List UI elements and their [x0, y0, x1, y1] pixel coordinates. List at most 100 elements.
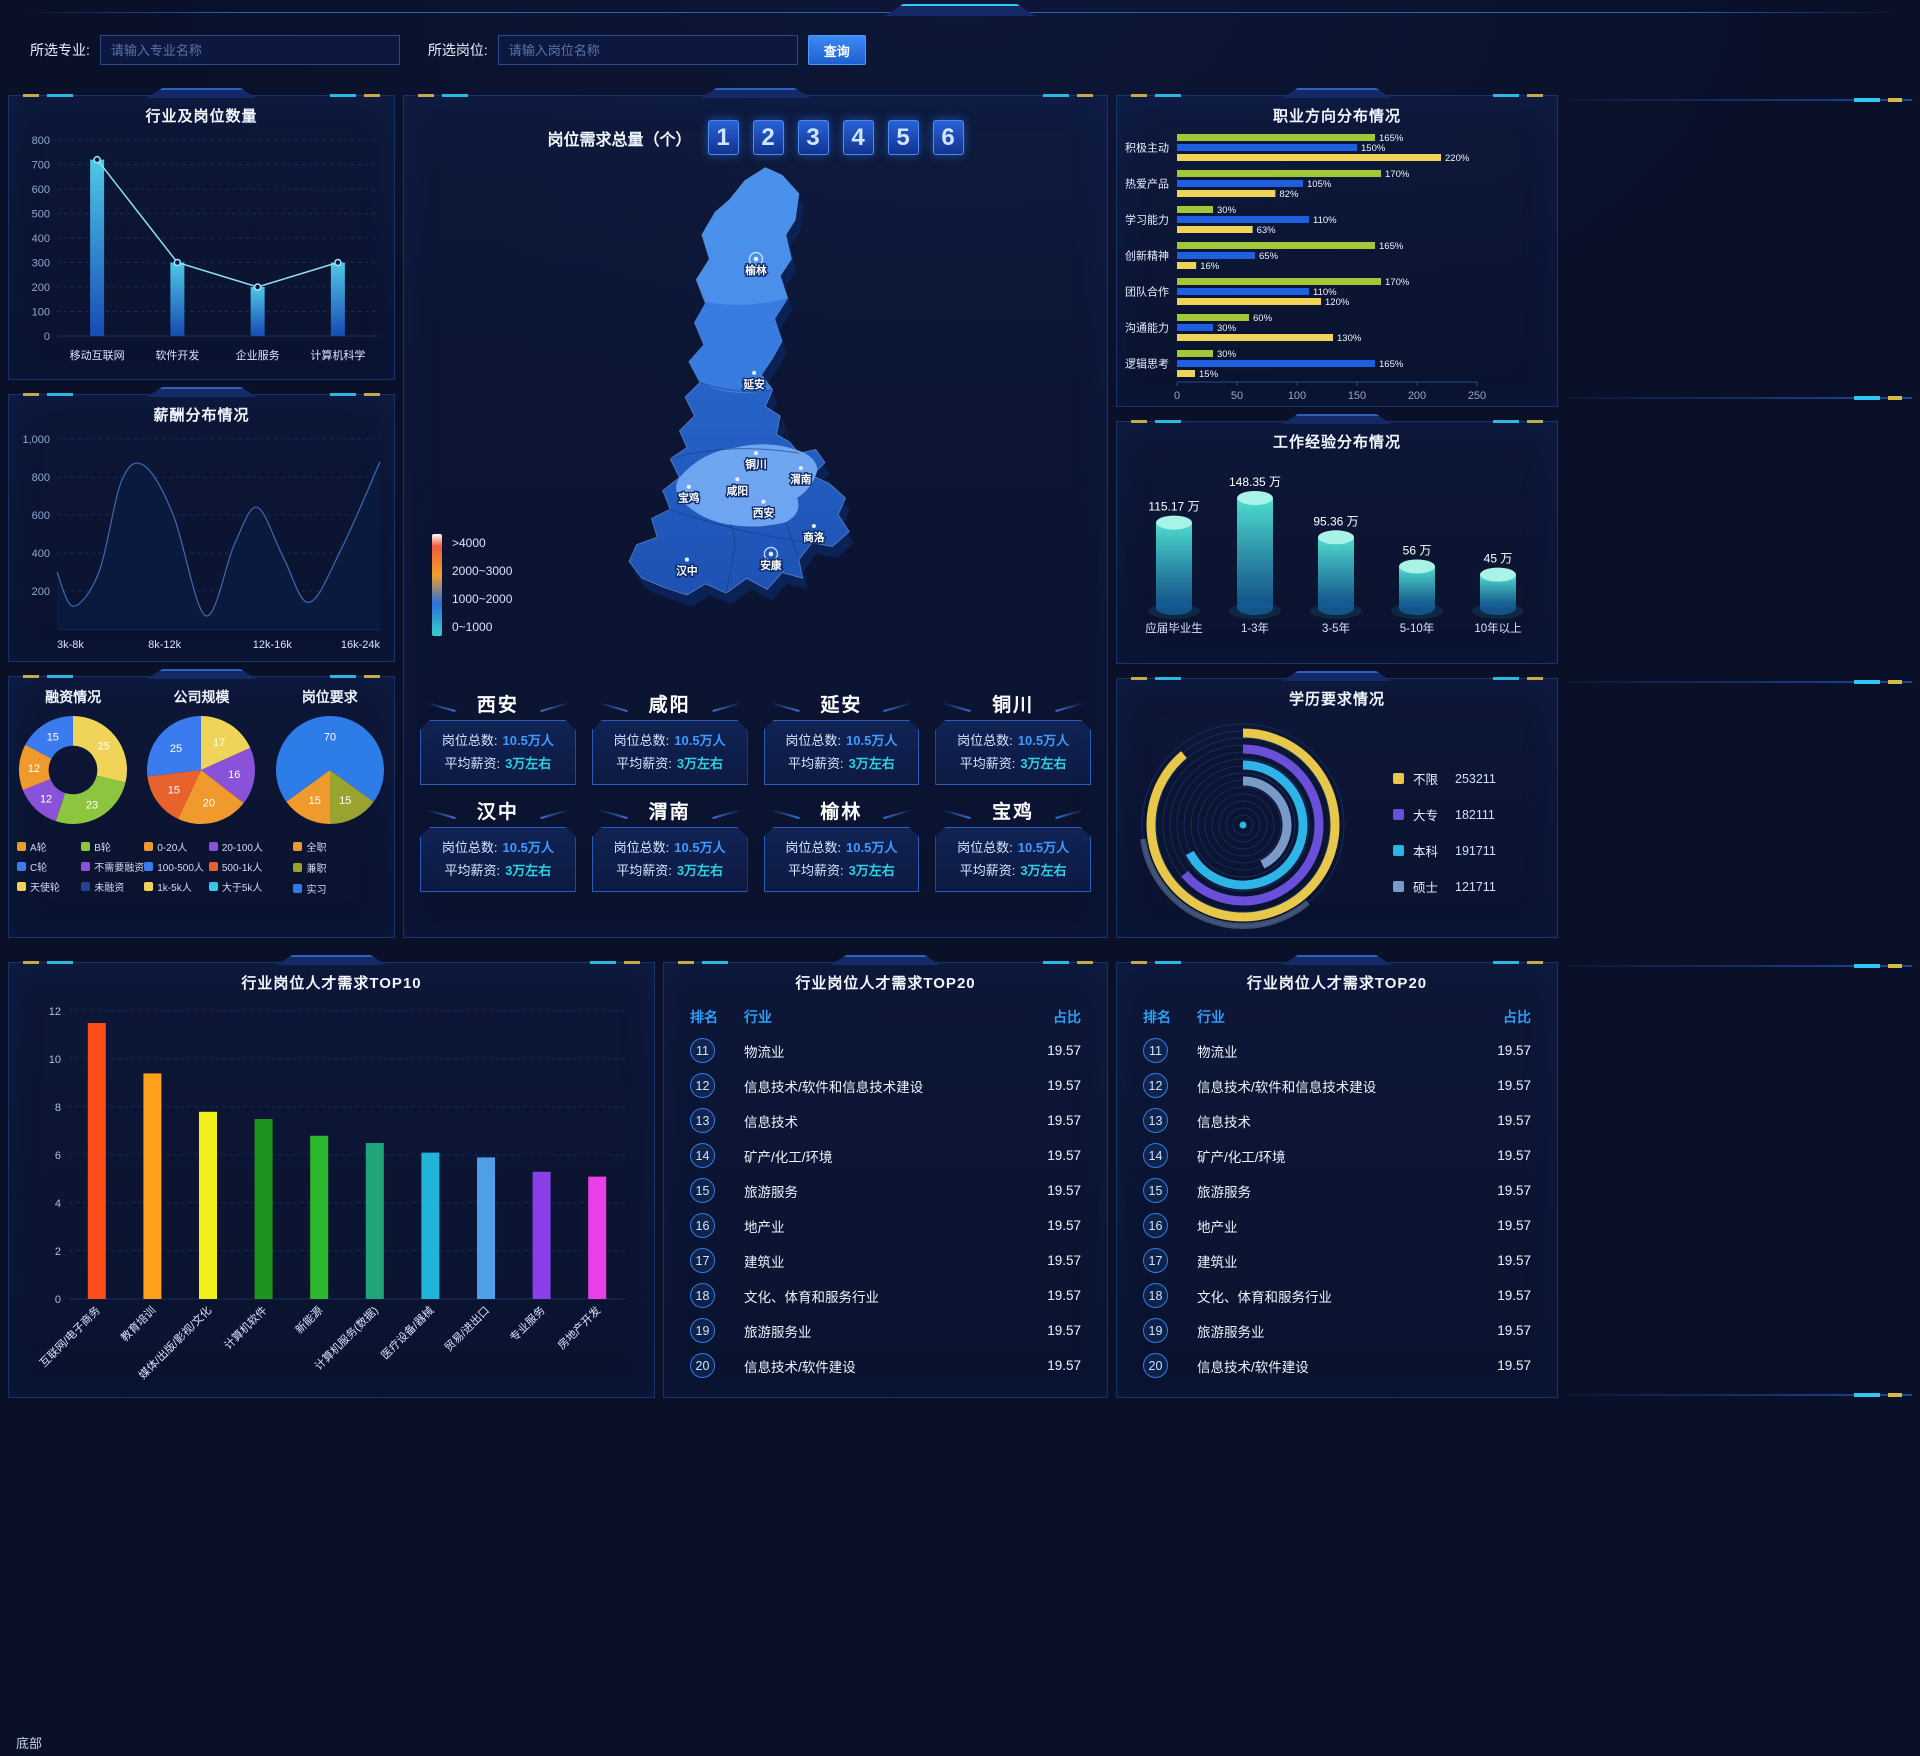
- industry-cell: 文化、体育和服务行业: [1197, 1289, 1332, 1305]
- top20-table-a: 排名 行业 占比 11 物流业 19.57 12 信息技术/软件和信息技术建设 19.57 13 信…: [664, 993, 1107, 1383]
- svg-text:15: 15: [47, 731, 59, 743]
- legend-item: 未融资: [81, 879, 144, 894]
- rank-badge: 17: [690, 1248, 715, 1273]
- svg-text:100: 100: [32, 307, 50, 319]
- salary-value: 3万左右: [848, 756, 895, 771]
- career-direction-bar-chart: 积极主动 165% 150% 220% 热爱产品 170% 105% 82% 学习能力 30% 11…: [1117, 126, 1557, 404]
- svg-text:3k-8k: 3k-8k: [57, 639, 84, 651]
- legend-color-chip: [1393, 773, 1404, 784]
- rank-badge: 19: [690, 1318, 715, 1343]
- ratio-cell: 19.57: [1497, 1323, 1531, 1338]
- panel-title-top10: 行业岗位人才需求TOP10: [241, 975, 422, 992]
- map-city-marker: [751, 370, 756, 375]
- jobs-value: 10.5万人: [846, 733, 898, 748]
- financing-donut-chart: 25 23 12 12 15: [9, 711, 137, 829]
- svg-text:12: 12: [28, 763, 40, 775]
- svg-text:200: 200: [1408, 390, 1426, 402]
- major-input[interactable]: [99, 35, 400, 65]
- ratio-cell: 19.57: [1047, 1253, 1081, 1268]
- svg-text:15: 15: [339, 795, 351, 807]
- panel-title-company-size: 公司规模: [173, 689, 230, 705]
- table-header-row: 排名 行业 占比: [1143, 1001, 1531, 1033]
- counter-digit: 2: [752, 120, 784, 155]
- top10-bar-chart: 0 2 4 6 8 10 12 互联网/电子商务 教育培训 媒体/出版/影视/文化 计算机软件 新能源…: [9, 993, 654, 1391]
- legend-item: C轮: [17, 859, 79, 874]
- education-legend-value: 253211: [1455, 771, 1496, 786]
- ratio-cell: 19.57: [1497, 1288, 1531, 1303]
- map-city-marker: [760, 499, 766, 504]
- rank-badge: 14: [690, 1143, 715, 1168]
- search-button[interactable]: 查询: [807, 35, 866, 65]
- city-card: 咸阳 岗位总数: 10.5万人 平均薪资: 3万左右: [592, 692, 748, 785]
- legend-label: 大于5k人: [221, 883, 263, 894]
- city-card-name: 榆林: [764, 799, 920, 827]
- svg-text:250: 250: [1468, 390, 1486, 402]
- city-card-salary-row: 平均薪资: 3万左右: [427, 752, 569, 775]
- table-row: 20 信息技术/软件建设 19.57: [1143, 1348, 1531, 1383]
- education-legend-value: 182111: [1455, 807, 1495, 822]
- ratio-cell: 19.57: [1047, 1288, 1081, 1303]
- ratio-cell: 19.57: [1047, 1078, 1081, 1093]
- legend-color-chip: [144, 882, 154, 891]
- salary-value: 3万左右: [505, 756, 552, 771]
- company-size-pie-chart: 17 16 20 15 25: [137, 711, 265, 829]
- svg-text:1,000: 1,000: [22, 434, 50, 446]
- table-header-industry: 行业: [744, 1009, 772, 1025]
- legend-color-chip: [81, 882, 91, 891]
- industry-cell: 旅游服务业: [744, 1324, 812, 1340]
- ratio-cell: 19.57: [1047, 1218, 1081, 1233]
- jobs-value: 10.5万人: [674, 840, 726, 855]
- legend-label: 1k-5k人: [157, 883, 192, 894]
- city-card: 汉中 岗位总数: 10.5万人 平均薪资: 3万左右: [420, 799, 576, 892]
- svg-text:82%: 82%: [1279, 189, 1299, 200]
- svg-text:12: 12: [40, 793, 52, 805]
- legend-label: 不需要融资: [94, 863, 145, 874]
- svg-text:16%: 16%: [1200, 261, 1220, 272]
- salary-label: 平均薪资:: [444, 756, 501, 771]
- experience-cylinder-chart: 115.17 万应届毕业生 148.35 万 1-3年 95.36 万 3-5年 56 万…: [1117, 452, 1557, 655]
- svg-text:软件开发: 软件开发: [155, 348, 199, 362]
- ratio-cell: 19.57: [1497, 1148, 1531, 1163]
- counter-digit: 3: [797, 120, 829, 155]
- job-requirement-legend: 全职 兼职 实习: [271, 839, 386, 896]
- ratio-cell: 19.57: [1497, 1183, 1531, 1198]
- map-legend-label: 0~1000: [452, 620, 493, 634]
- panel-title-career: 职业方向分布情况: [1272, 108, 1401, 125]
- legend-item: 1k-5k人: [144, 879, 207, 894]
- education-legend-label: 本科: [1413, 845, 1439, 859]
- legend-color-chip: [17, 882, 26, 891]
- legend-color-chip: [144, 842, 154, 851]
- top20-table-b: 排名 行业 占比 11 物流业 19.57 12 信息技术/软件和信息技术建设 19.57 13 信…: [1117, 993, 1557, 1383]
- salary-value: 3万左右: [505, 863, 552, 878]
- map-city-label: 咸阳: [726, 484, 747, 497]
- ratio-cell: 19.57: [1497, 1113, 1531, 1128]
- education-legend-label: 大专: [1413, 809, 1439, 823]
- svg-text:医疗设备/器械: 医疗设备/器械: [377, 1303, 436, 1362]
- legend-color-chip: [208, 842, 218, 851]
- table-header-rank: 排名: [690, 1009, 718, 1025]
- svg-text:110%: 110%: [1313, 215, 1337, 226]
- svg-text:170%: 170%: [1385, 277, 1410, 288]
- salary-value: 3万左右: [848, 863, 895, 878]
- svg-text:130%: 130%: [1337, 333, 1362, 344]
- svg-text:企业服务: 企业服务: [236, 348, 280, 362]
- city-card-body: 岗位总数: 10.5万人 平均薪资: 3万左右: [935, 720, 1091, 785]
- city-cards-grid: 西安 岗位总数: 10.5万人 平均薪资: 3万左右 咸阳 岗位总数: 10.5万人 平均薪资:…: [420, 692, 1091, 892]
- job-input[interactable]: [497, 35, 798, 65]
- svg-text:30%: 30%: [1217, 323, 1237, 334]
- svg-text:12: 12: [48, 1006, 60, 1018]
- map-city-label: 宝鸡: [678, 492, 700, 505]
- rank-badge: 12: [690, 1073, 715, 1098]
- rank-badge: 11: [690, 1038, 715, 1063]
- svg-text:房地产开发: 房地产开发: [554, 1303, 603, 1352]
- city-card-jobs-row: 岗位总数: 10.5万人: [599, 729, 741, 752]
- svg-text:100: 100: [1288, 390, 1306, 402]
- city-card-jobs-row: 岗位总数: 10.5万人: [942, 729, 1084, 752]
- education-legend-item: 大专 182111: [1393, 805, 1496, 824]
- ratio-cell: 19.57: [1497, 1218, 1531, 1233]
- industry-cell: 信息技术: [1197, 1114, 1251, 1130]
- svg-text:600: 600: [32, 184, 50, 196]
- panel-top20-a: 行业岗位人才需求TOP20 排名 行业 占比 11 物流业 19.57 12 信息技术/软件和…: [663, 961, 1108, 1398]
- job-requirement-pie-chart: 15 15 70: [266, 711, 394, 829]
